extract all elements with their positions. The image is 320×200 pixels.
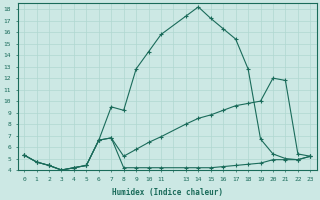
X-axis label: Humidex (Indice chaleur): Humidex (Indice chaleur) <box>112 188 223 197</box>
